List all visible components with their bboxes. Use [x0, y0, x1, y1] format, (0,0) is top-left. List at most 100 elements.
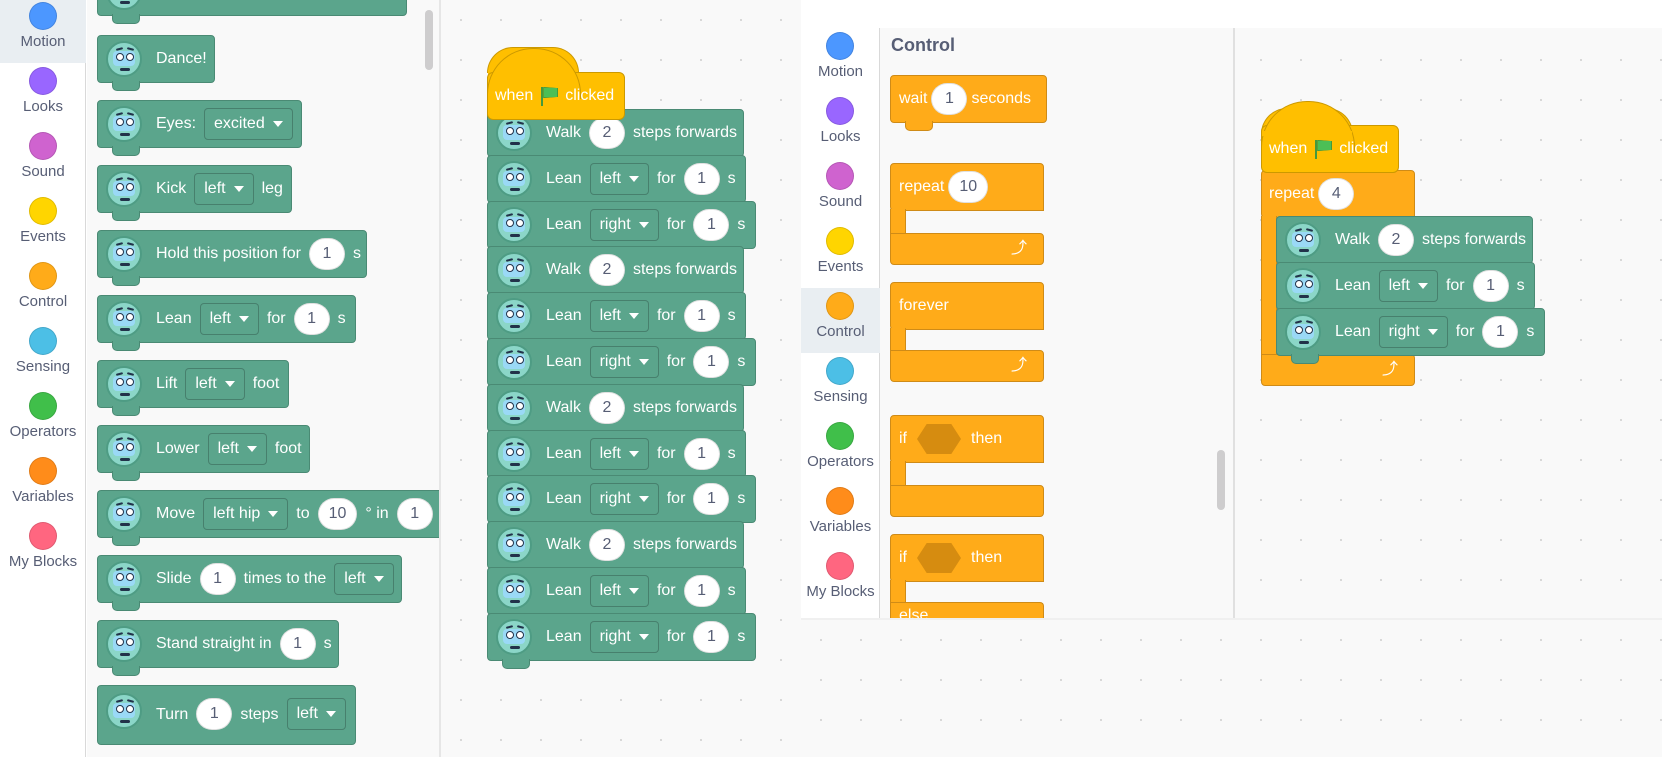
category-my-blocks[interactable]: My Blocks: [0, 518, 86, 583]
palette-block-partial[interactable]: [97, 0, 407, 24]
palette-block-slide[interactable]: Slide 1 times to the left: [97, 555, 402, 611]
foot-dropdown[interactable]: left: [207, 433, 267, 465]
seconds-input[interactable]: 1: [683, 162, 720, 195]
lean-right-block[interactable]: Lean right for 1 s: [487, 338, 756, 394]
direction-dropdown[interactable]: left: [589, 437, 649, 470]
control-palette-scrollbar[interactable]: [1217, 450, 1225, 510]
category-motion[interactable]: Motion: [801, 28, 880, 93]
palette-block-eyes[interactable]: Eyes: excited: [97, 100, 302, 156]
walk-block[interactable]: Walk 2 steps forwards: [487, 521, 744, 578]
direction-dropdown[interactable]: right: [589, 620, 659, 653]
block-label: Walk: [546, 261, 581, 279]
steps-input[interactable]: 2: [588, 529, 625, 562]
lean-right-block[interactable]: Lean right for 1 s: [1276, 308, 1545, 364]
direction-dropdown[interactable]: left: [199, 303, 259, 335]
seconds-input[interactable]: 1: [396, 498, 433, 530]
seconds-input[interactable]: 1: [279, 628, 316, 660]
steps-input[interactable]: 2: [588, 391, 625, 424]
category-sensing[interactable]: Sensing: [801, 353, 880, 418]
palette-block-lean[interactable]: Lean left for 1 s: [97, 295, 356, 351]
direction-dropdown[interactable]: left: [589, 300, 649, 333]
seconds-input[interactable]: 1: [931, 83, 968, 115]
steps-input[interactable]: 2: [588, 254, 625, 287]
seconds-input[interactable]: 1: [693, 208, 730, 241]
walk-block[interactable]: Walk 2 steps forwards: [487, 383, 744, 440]
direction-dropdown[interactable]: right: [589, 208, 659, 241]
palette-block-dance[interactable]: Dance!: [97, 35, 215, 91]
joint-dropdown[interactable]: left hip: [203, 498, 289, 530]
lean-left-block[interactable]: Lean left for 1 s: [487, 567, 746, 623]
caret-down-icon: [638, 496, 649, 503]
condition-slot[interactable]: [917, 543, 961, 573]
direction-dropdown[interactable]: right: [589, 483, 659, 516]
category-sound[interactable]: Sound: [0, 128, 86, 193]
lean-right-block[interactable]: Lean right for 1 s: [487, 612, 756, 669]
when-flag-clicked-hat-1[interactable]: when clicked: [487, 48, 625, 120]
direction-dropdown[interactable]: left: [589, 575, 649, 607]
steps-input[interactable]: 2: [588, 117, 625, 149]
seconds-input[interactable]: 1: [693, 346, 730, 378]
seconds-input[interactable]: 1: [683, 575, 720, 607]
category-sensing[interactable]: Sensing: [0, 323, 86, 388]
walk-block[interactable]: Walk 2 steps forwards: [1276, 216, 1533, 272]
seconds-input[interactable]: 1: [693, 483, 730, 516]
category-sound[interactable]: Sound: [801, 158, 880, 223]
category-events[interactable]: Events: [801, 223, 880, 288]
steps-input[interactable]: 1: [196, 698, 233, 730]
seconds-input[interactable]: 1: [293, 303, 330, 335]
seconds-input[interactable]: 1: [308, 238, 345, 270]
lean-right-block[interactable]: Lean right for 1 s: [487, 200, 756, 257]
palette-block-kick[interactable]: Kick left leg: [97, 165, 292, 221]
direction-dropdown[interactable]: left: [1378, 270, 1438, 302]
walk-block[interactable]: Walk 2 steps forwards: [487, 246, 744, 303]
foot-dropdown[interactable]: left: [185, 368, 245, 400]
palette-scrollbar[interactable]: [425, 10, 433, 70]
direction-dropdown[interactable]: left: [334, 563, 394, 595]
eyes-dropdown[interactable]: excited: [204, 108, 293, 140]
category-my-blocks[interactable]: My Blocks: [801, 548, 880, 613]
repeat-count-input[interactable]: 4: [1318, 178, 1355, 210]
seconds-input[interactable]: 1: [1482, 316, 1519, 348]
palette-block-stand[interactable]: Stand straight in 1 s: [97, 620, 339, 676]
times-input[interactable]: 1: [199, 563, 236, 595]
palette-block-move[interactable]: Move left hip to 10 ° in 1: [97, 490, 439, 546]
lean-right-block[interactable]: Lean right for 1 s: [487, 475, 756, 532]
lean-left-block[interactable]: Lean left for 1 s: [487, 429, 746, 486]
palette-block-lower[interactable]: Lower left foot: [97, 425, 310, 481]
lean-left-block[interactable]: Lean left for 1 s: [487, 292, 746, 349]
direction-dropdown[interactable]: left: [589, 162, 649, 195]
robot-icon: [106, 431, 142, 467]
condition-slot[interactable]: [917, 424, 961, 454]
seconds-input[interactable]: 1: [1472, 270, 1509, 302]
palette-block-hold[interactable]: Hold this position for 1 s: [97, 230, 367, 286]
angle-input[interactable]: 10: [317, 498, 358, 530]
direction-dropdown[interactable]: right: [589, 346, 659, 378]
category-control[interactable]: Control: [0, 258, 86, 323]
palette-block-turn[interactable]: Turn 1 steps left: [97, 685, 356, 745]
kick-dropdown[interactable]: left: [194, 173, 254, 205]
seconds-input[interactable]: 1: [693, 620, 730, 653]
seconds-input[interactable]: 1: [683, 300, 720, 333]
category-looks[interactable]: Looks: [0, 63, 86, 128]
category-variables[interactable]: Variables: [801, 483, 880, 548]
caret-down-icon: [628, 450, 639, 457]
block-label: Lift: [156, 375, 178, 392]
category-control[interactable]: Control: [801, 288, 880, 353]
category-operators[interactable]: Operators: [801, 418, 880, 483]
block-label: for: [1445, 277, 1465, 294]
seconds-input[interactable]: 1: [683, 437, 720, 470]
block-label: then: [971, 549, 1003, 566]
category-operators[interactable]: Operators: [0, 388, 86, 453]
category-events[interactable]: Events: [0, 193, 86, 258]
lean-left-block[interactable]: Lean left for 1 s: [1276, 262, 1535, 318]
lean-left-block[interactable]: Lean left for 1 s: [487, 154, 746, 211]
category-motion[interactable]: Motion: [0, 0, 86, 63]
category-looks[interactable]: Looks: [801, 93, 880, 158]
category-variables[interactable]: Variables: [0, 453, 86, 518]
repeat-count-input[interactable]: 10: [948, 171, 989, 203]
direction-dropdown[interactable]: right: [1378, 316, 1448, 348]
steps-input[interactable]: 2: [1377, 224, 1414, 256]
palette-block-lift[interactable]: Lift left foot: [97, 360, 289, 416]
direction-dropdown[interactable]: left: [286, 698, 346, 730]
control-block-wait[interactable]: wait 1 seconds: [890, 75, 1047, 131]
